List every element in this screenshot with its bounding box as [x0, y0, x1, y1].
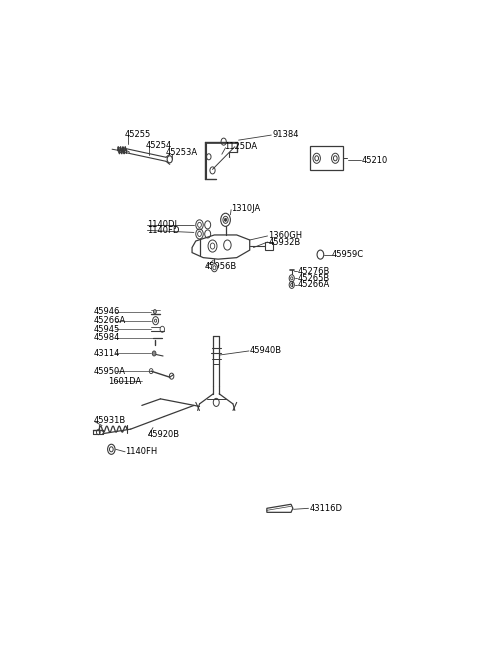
- Text: 45932B: 45932B: [268, 238, 300, 246]
- Text: 45956B: 45956B: [205, 262, 237, 271]
- Text: 45276B: 45276B: [298, 267, 330, 276]
- Text: 45946: 45946: [94, 307, 120, 316]
- Text: 45266A: 45266A: [94, 316, 126, 325]
- Text: 45950A: 45950A: [94, 367, 125, 375]
- Bar: [264, 242, 273, 250]
- Text: 1360GH: 1360GH: [268, 231, 302, 240]
- Text: 1140FD: 1140FD: [147, 227, 180, 235]
- Text: 45253A: 45253A: [166, 148, 198, 157]
- Circle shape: [154, 310, 156, 314]
- Text: 45255: 45255: [125, 130, 151, 139]
- Text: 1310JA: 1310JA: [231, 204, 260, 214]
- Text: 43114: 43114: [94, 349, 120, 358]
- Text: 45940B: 45940B: [250, 346, 282, 356]
- Text: 45254: 45254: [145, 141, 172, 150]
- Text: 45945: 45945: [94, 325, 120, 334]
- Text: 91384: 91384: [272, 130, 299, 139]
- Circle shape: [152, 351, 156, 356]
- Circle shape: [225, 218, 227, 221]
- Text: 45920B: 45920B: [147, 430, 180, 439]
- Text: 45265B: 45265B: [298, 274, 330, 283]
- Text: 45931B: 45931B: [94, 416, 126, 425]
- Text: 45959C: 45959C: [332, 250, 364, 259]
- Text: 1140DJ: 1140DJ: [147, 220, 178, 229]
- Circle shape: [211, 264, 217, 272]
- Text: 1125DA: 1125DA: [224, 142, 257, 151]
- Text: 45210: 45210: [361, 156, 387, 165]
- Text: 45266A: 45266A: [298, 280, 330, 290]
- Text: 45984: 45984: [94, 333, 120, 343]
- Text: 1140FH: 1140FH: [125, 447, 157, 457]
- Text: 43116D: 43116D: [309, 504, 342, 513]
- Text: 1601DA: 1601DA: [108, 377, 142, 386]
